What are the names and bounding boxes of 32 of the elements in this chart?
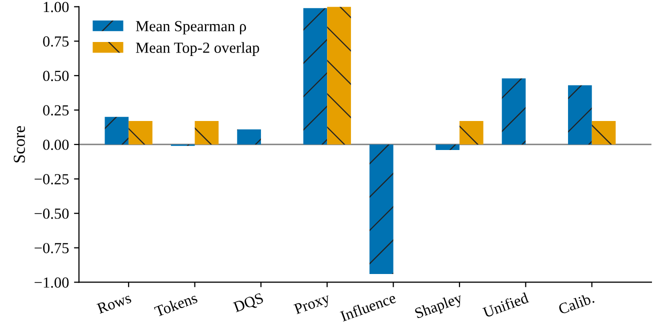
y-tick-label: 0.25 (43, 105, 69, 116)
x-tick-label: DQS (232, 292, 265, 315)
x-tick-label: Rows (96, 292, 132, 314)
bar (459, 121, 484, 144)
bar (104, 116, 129, 144)
x-tick-label: Influence (340, 292, 396, 322)
bar (369, 144, 394, 274)
x-tick-label: Proxy (293, 292, 332, 318)
bar (237, 129, 261, 144)
y-tick-label: 0.75 (43, 36, 69, 47)
bar (502, 78, 526, 144)
y-tick-label: −1.00 (34, 277, 69, 288)
y-tick-label: −0.25 (34, 174, 69, 184)
x-tick-label: Tokens (154, 292, 198, 317)
legend-label: Mean Spearman ρ (136, 21, 246, 34)
y-axis-title: Score (14, 126, 25, 162)
y-tick-label: 1.00 (44, 2, 69, 12)
y-tick-label: −0.75 (34, 242, 69, 254)
x-tick-label: Calib. (558, 292, 595, 315)
legend-label: Mean Top-2 overlap (136, 42, 260, 56)
x-tick-label: Shapley (414, 292, 464, 322)
y-tick-label: −0.50 (34, 208, 69, 219)
bar (436, 144, 460, 150)
x-tick-label: Unified (482, 292, 530, 318)
y-tick-label: 0.00 (43, 140, 69, 150)
y-tick-label: 0.50 (43, 70, 69, 82)
bar (194, 121, 219, 144)
bar (303, 8, 328, 144)
bar (568, 85, 592, 144)
bar (592, 121, 616, 144)
bar (327, 6, 351, 144)
bar (128, 121, 152, 144)
